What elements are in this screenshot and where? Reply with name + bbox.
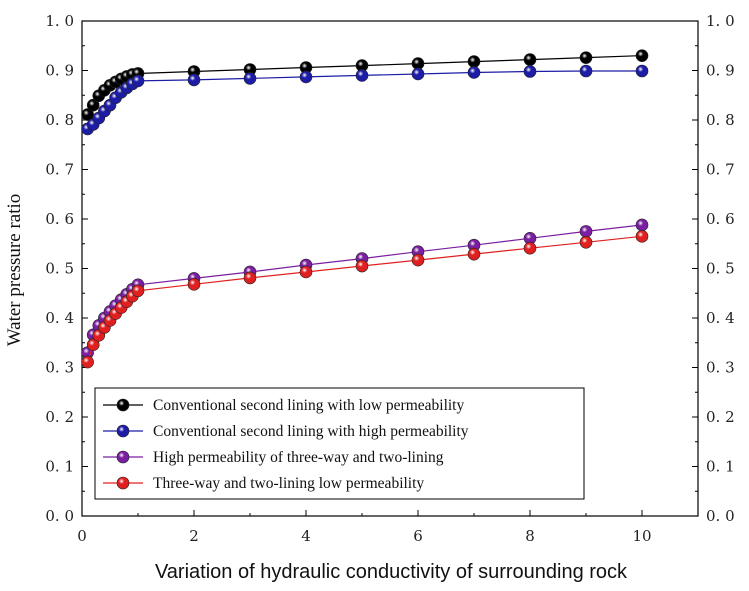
data-point [579, 64, 593, 78]
legend-marker [116, 476, 130, 490]
y-tick-label-left: 1. 0 [45, 12, 74, 30]
legend-box [94, 387, 585, 500]
y-tick-label-right: 0. 6 [706, 210, 735, 228]
data-point [635, 230, 649, 243]
x-tick-label: 10 [632, 527, 651, 545]
legend-label: Conventional second lining with high per… [153, 423, 469, 440]
legend-label: High permeability of three-way and two-l… [153, 449, 444, 466]
y-tick-label-left: 0. 9 [45, 62, 74, 80]
data-point [411, 67, 425, 81]
y-tick-label-right: 0. 7 [706, 161, 735, 179]
legend: Conventional second lining with low perm… [94, 387, 585, 500]
y-tick-label-right: 0. 9 [706, 62, 735, 80]
y-tick-label-right: 0. 2 [706, 408, 735, 426]
data-point [355, 259, 369, 273]
y-tick-label-left: 0. 7 [45, 161, 74, 179]
legend-label: Three-way and two-lining low permeabilit… [153, 475, 424, 492]
x-tick-label: 4 [301, 527, 311, 545]
series-2 [81, 64, 649, 136]
y-tick-label-left: 0. 4 [45, 309, 74, 327]
legend-marker [116, 398, 130, 412]
y-tick-label-left: 0. 8 [45, 111, 74, 129]
y-axis-left: 0. 0 0. 1 0. 2 0. 3 0. 4 0. 5 0. 6 0. 7 0. 8 0. 9… [45, 12, 88, 525]
y-tick-label-right: 0. 4 [706, 309, 735, 327]
data-point [467, 66, 481, 79]
y-tick-label-right: 0. 1 [706, 458, 735, 476]
data-point [243, 271, 257, 285]
series-1 [81, 49, 649, 121]
data-point [635, 49, 649, 62]
x-tick-label: 2 [189, 527, 199, 545]
y-tick-label-left: 0. 5 [45, 260, 74, 278]
y-tick-label-right: 0. 0 [706, 507, 735, 525]
data-point [86, 338, 100, 352]
y-tick-label-right: 0. 5 [706, 260, 735, 278]
data-point [579, 235, 593, 249]
y-tick-label-left: 0. 3 [45, 359, 74, 377]
data-point [187, 73, 201, 87]
data-point [81, 355, 94, 369]
y-tick-label-left: 0. 6 [45, 210, 74, 228]
series-line [87, 224, 643, 353]
x-tick-label: 6 [413, 527, 423, 545]
data-point [635, 218, 649, 232]
y-tick-label-left: 0. 2 [45, 408, 74, 426]
data-point [635, 64, 649, 78]
data-point [411, 253, 425, 267]
series-4 [81, 230, 649, 369]
legend-marker [116, 424, 130, 438]
x-axis: 0 2 4 6 8 10 [77, 510, 699, 545]
data-point [86, 98, 100, 112]
data-point [299, 70, 313, 84]
data-point [579, 51, 593, 64]
y-tick-label-right: 1. 0 [706, 12, 735, 30]
y-tick-label-right: 0. 8 [706, 111, 735, 129]
x-axis-title: Variation of hydraulic conductivity of s… [155, 561, 628, 583]
series-3 [81, 218, 649, 359]
y-axis-right: 0. 0 0. 1 0. 2 0. 3 0. 4 0. 5 0. 6 0. 7 0. 8 0. 9… [692, 12, 735, 525]
data-point [131, 74, 145, 88]
data-point [523, 241, 537, 255]
data-point [187, 278, 201, 291]
y-tick-label-left: 0. 1 [45, 458, 74, 476]
legend-label: Conventional second lining with low perm… [153, 397, 464, 414]
data-point [299, 265, 313, 279]
series-group [81, 49, 649, 369]
y-axis-title: Water pressure ratio [4, 194, 25, 347]
x-tick-label: 0 [77, 527, 87, 545]
y-tick-label-left: 0. 0 [45, 507, 74, 525]
y-tick-label-right: 0. 3 [706, 359, 735, 377]
data-point [467, 247, 481, 261]
x-tick-label: 8 [525, 527, 535, 545]
data-point [131, 284, 145, 298]
data-point [523, 53, 537, 66]
data-point [355, 69, 369, 82]
data-point [243, 72, 257, 85]
data-point [579, 225, 593, 238]
legend-marker [116, 450, 130, 464]
data-point [523, 65, 537, 78]
data-point [467, 55, 481, 68]
